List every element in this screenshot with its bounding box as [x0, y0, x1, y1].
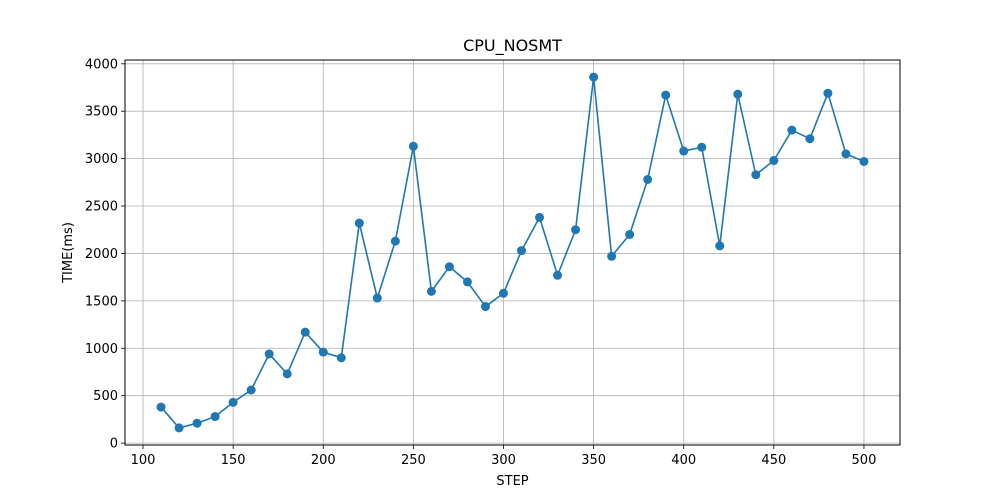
- data-point: [625, 229, 635, 239]
- data-point: [354, 218, 364, 228]
- plot-frame: [124, 59, 901, 446]
- data-point: [859, 156, 869, 166]
- data-point: [823, 88, 833, 98]
- x-tick-label: 150: [221, 453, 246, 468]
- y-tick-label: 1000: [85, 342, 118, 357]
- data-point: [156, 402, 166, 412]
- data-point: [210, 412, 220, 422]
- data-point: [679, 146, 689, 156]
- data-point: [462, 277, 472, 287]
- y-tick-label: 4000: [85, 57, 118, 72]
- y-tick-label: 3500: [85, 105, 118, 120]
- x-axis-label: STEP: [496, 474, 528, 489]
- y-tick-label: 500: [93, 389, 118, 404]
- grid-lines: [125, 60, 900, 445]
- data-point: [282, 369, 292, 379]
- data-point: [444, 262, 454, 272]
- y-tick-label: 0: [110, 437, 118, 452]
- data-point: [535, 212, 545, 222]
- data-point: [498, 288, 508, 298]
- series-line: [160, 76, 865, 429]
- data-point: [697, 142, 707, 152]
- data-point: [246, 385, 256, 395]
- data-point: [174, 423, 184, 433]
- data-point: [661, 90, 671, 100]
- x-tick-label: 350: [581, 453, 606, 468]
- x-tick-label: 300: [491, 453, 516, 468]
- data-point: [192, 418, 202, 428]
- series-layer: [156, 72, 869, 433]
- data-point: [517, 246, 527, 256]
- data-point: [643, 174, 653, 184]
- data-point: [769, 156, 779, 166]
- data-point: [318, 347, 328, 357]
- data-point: [751, 170, 761, 180]
- data-point: [607, 251, 617, 261]
- x-tick-label: 250: [401, 453, 426, 468]
- data-point: [390, 236, 400, 246]
- x-tick-label: 450: [761, 453, 786, 468]
- chart-title: CPU_NOSMT: [463, 36, 562, 56]
- data-point: [553, 270, 563, 280]
- y-axis-label: TIME(ms): [61, 222, 76, 284]
- x-tick-label: 200: [311, 453, 336, 468]
- data-point: [715, 241, 725, 251]
- data-point: [408, 141, 418, 151]
- data-point: [372, 293, 382, 303]
- x-tick-label: 500: [852, 453, 877, 468]
- x-tick-label: 400: [671, 453, 696, 468]
- data-point: [480, 302, 490, 312]
- y-tick-label: 2000: [85, 247, 118, 262]
- data-point: [228, 397, 238, 407]
- y-axis-ticks: 0 500 1000 1500 2000 2500 3000 3500 4000: [85, 57, 125, 452]
- data-point: [571, 225, 581, 235]
- data-point: [300, 327, 310, 337]
- data-point: [733, 89, 743, 99]
- data-point: [264, 349, 274, 359]
- y-tick-label: 3000: [85, 152, 118, 167]
- data-point: [426, 286, 436, 296]
- data-point: [787, 125, 797, 135]
- y-tick-label: 2500: [85, 200, 118, 215]
- x-axis-ticks: 100 150 200 250 300 350 400 450 500: [131, 445, 877, 468]
- data-point: [841, 149, 851, 159]
- y-tick-label: 1500: [85, 294, 118, 309]
- data-point: [589, 72, 599, 82]
- data-point: [336, 353, 346, 363]
- x-tick-label: 100: [131, 453, 156, 468]
- data-point: [805, 134, 815, 144]
